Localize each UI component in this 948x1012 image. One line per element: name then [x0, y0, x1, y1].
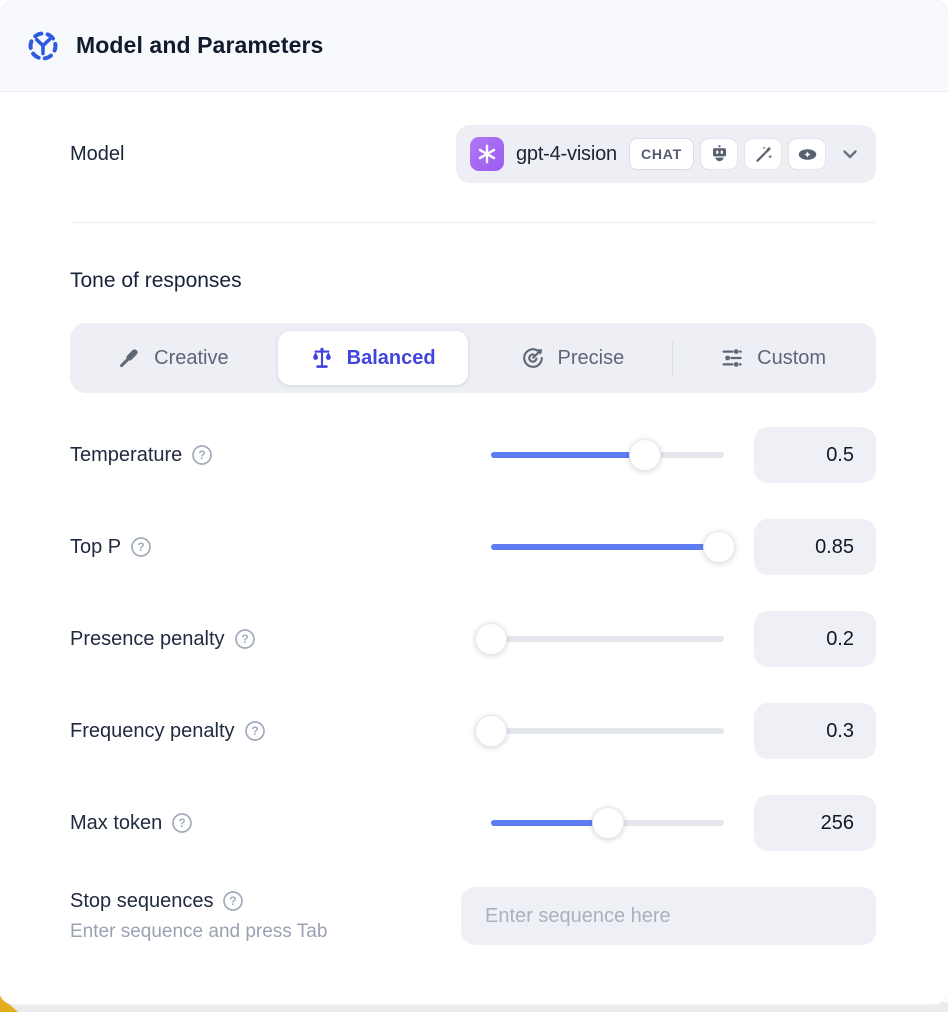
tab-balanced[interactable]: Balanced — [277, 331, 468, 385]
model-select[interactable]: gpt-4-vision CHAT — [455, 125, 876, 183]
help-icon[interactable]: ? — [234, 628, 256, 650]
frequency-penalty-slider[interactable] — [475, 715, 724, 747]
section-divider — [70, 222, 876, 223]
slider-thumb[interactable] — [475, 623, 507, 655]
presence-penalty-label: Presence penalty — [70, 627, 225, 650]
help-icon[interactable]: ? — [244, 720, 266, 742]
robot-icon — [700, 138, 738, 170]
presence-penalty-slider[interactable] — [475, 623, 724, 655]
stop-sequences-row: Stop sequences ? Enter sequence and pres… — [70, 887, 876, 945]
help-icon[interactable]: ? — [222, 890, 244, 912]
slider-thumb[interactable] — [475, 715, 507, 747]
tab-precise-label: Precise — [557, 346, 625, 369]
stop-sequences-hint: Enter sequence and press Tab — [70, 920, 328, 942]
stop-sequences-label: Stop sequences — [70, 889, 214, 912]
parameter-row-temperature: Temperature ? 0.5 — [70, 427, 876, 483]
tab-balanced-label: Balanced — [346, 346, 436, 369]
sliders-icon — [722, 349, 742, 367]
max-token-label: Max token — [70, 811, 163, 834]
temperature-label: Temperature — [70, 443, 183, 466]
stop-sequence-input[interactable] — [461, 887, 876, 945]
top-p-label: Top P — [70, 535, 122, 558]
chevron-down-icon[interactable] — [838, 142, 862, 166]
presence-penalty-value[interactable]: 0.2 — [754, 611, 876, 667]
svg-text:?: ? — [179, 816, 186, 830]
panel-header: Model and Parameters — [0, 0, 948, 92]
parameter-row-presence-penalty: Presence penalty ? 0.2 — [70, 611, 876, 667]
tone-tab-bar: Creative Balanced — [70, 323, 876, 393]
target-icon — [522, 348, 543, 368]
tab-precise[interactable]: Precise — [478, 331, 668, 385]
tab-custom-label: Custom — [757, 346, 827, 369]
frequency-penalty-label: Frequency penalty — [70, 719, 235, 742]
slider-thumb[interactable] — [628, 439, 661, 471]
paintbrush-icon — [120, 349, 138, 368]
svg-text:?: ? — [251, 724, 258, 738]
model-type-badge: CHAT — [628, 138, 694, 170]
parameter-row-max-token: Max token ? 256 — [70, 795, 876, 851]
openai-logo — [469, 137, 504, 171]
max-token-slider[interactable] — [491, 807, 724, 839]
parameters-section: Temperature ? 0.5 Top P ? — [70, 427, 876, 851]
slider-thumb[interactable] — [703, 531, 736, 563]
svg-text:?: ? — [199, 448, 206, 462]
model-hub-icon — [28, 31, 58, 60]
tab-custom[interactable]: Custom — [678, 331, 868, 385]
max-token-value[interactable]: 256 — [754, 795, 876, 851]
parameter-row-top-p: Top P ? 0.85 — [70, 519, 876, 575]
tab-creative-label: Creative — [154, 346, 229, 369]
top-p-value[interactable]: 0.85 — [754, 519, 876, 575]
svg-text:?: ? — [241, 632, 248, 646]
tab-creative[interactable]: Creative — [78, 331, 268, 385]
temperature-slider[interactable] — [491, 439, 724, 471]
help-icon[interactable]: ? — [191, 444, 213, 466]
tone-heading: Tone of responses — [70, 269, 242, 292]
svg-text:?: ? — [230, 894, 237, 908]
vision-eye-icon — [788, 138, 826, 170]
model-name: gpt-4-vision — [515, 142, 617, 165]
magic-wand-icon — [744, 138, 782, 170]
panel-title: Model and Parameters — [76, 32, 324, 58]
slider-thumb[interactable] — [591, 807, 624, 839]
tab-divider — [672, 341, 674, 375]
model-label: Model — [70, 142, 125, 165]
balance-scale-icon — [312, 347, 331, 368]
help-icon[interactable]: ? — [171, 812, 193, 834]
parameter-row-frequency-penalty: Frequency penalty ? 0.3 — [70, 703, 876, 759]
top-p-slider[interactable] — [491, 531, 736, 563]
svg-text:?: ? — [137, 540, 144, 554]
frequency-penalty-value[interactable]: 0.3 — [754, 703, 876, 759]
help-icon[interactable]: ? — [130, 536, 152, 558]
temperature-value[interactable]: 0.5 — [754, 427, 876, 483]
page-background-strip — [0, 1002, 948, 1012]
model-row: Model gpt-4-vision C — [70, 125, 876, 183]
